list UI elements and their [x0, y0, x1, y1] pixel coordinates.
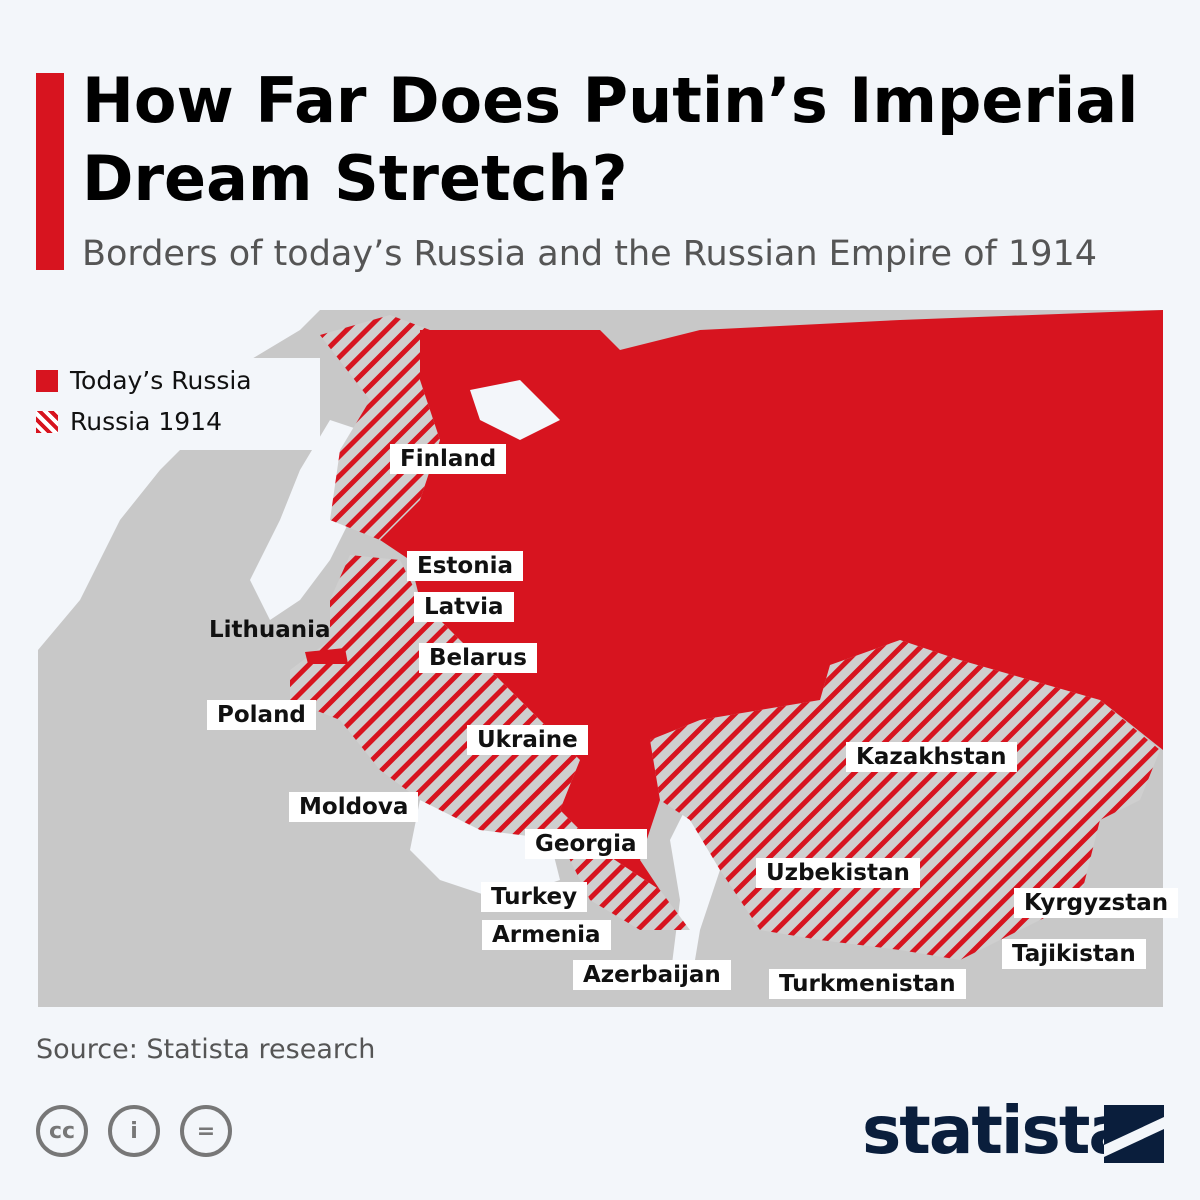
- subtitle: Borders of today’s Russia and the Russia…: [82, 234, 1098, 274]
- kaliningrad: [305, 648, 348, 664]
- label-moldova: Moldova: [289, 792, 419, 822]
- cc-icon[interactable]: cc: [36, 1105, 88, 1157]
- label-latvia: Latvia: [414, 592, 514, 622]
- label-finland: Finland: [390, 444, 507, 474]
- legend-item-today: Today’s Russia: [36, 366, 252, 395]
- white-sea: [470, 380, 560, 440]
- label-poland: Poland: [207, 700, 316, 730]
- legend-label: Russia 1914: [70, 407, 222, 436]
- baltic-sea: [250, 420, 360, 620]
- legend-item-1914: Russia 1914: [36, 407, 222, 436]
- title-accent-bar: [36, 73, 64, 270]
- label-turkmenistan: Turkmenistan: [769, 969, 966, 999]
- label-georgia: Georgia: [525, 829, 647, 859]
- solid-swatch-icon: [36, 369, 58, 392]
- page-title: How Far Does Putin’s Imperial Dream Stre…: [82, 64, 1139, 215]
- label-azerbaijan: Azerbaijan: [573, 960, 731, 990]
- statista-logo-icon: [1104, 1105, 1164, 1163]
- brand-text: statista: [862, 1092, 1133, 1169]
- legend: Today’s Russia Russia 1914: [32, 358, 320, 450]
- hatched-swatch-icon: [36, 410, 58, 433]
- label-uzbekistan: Uzbekistan: [756, 858, 920, 888]
- label-kyrgyzstan: Kyrgyzstan: [1014, 888, 1179, 918]
- no-derivatives-icon[interactable]: =: [180, 1105, 232, 1157]
- attribution-icon[interactable]: i: [108, 1105, 160, 1157]
- label-lithuania: Lithuania: [209, 617, 331, 643]
- legend-label: Today’s Russia: [70, 366, 252, 395]
- label-ukraine: Ukraine: [467, 725, 588, 755]
- source-note: Source: Statista research: [36, 1034, 376, 1065]
- label-tajikistan: Tajikistan: [1002, 939, 1146, 969]
- statista-logo[interactable]: statista: [862, 1092, 1133, 1169]
- label-kazakhstan: Kazakhstan: [846, 742, 1017, 772]
- label-armenia: Armenia: [482, 920, 611, 950]
- black-sea: [410, 800, 560, 900]
- label-estonia: Estonia: [407, 551, 523, 581]
- label-belarus: Belarus: [419, 643, 537, 673]
- hatched-finland: [320, 315, 440, 540]
- label-turkey: Turkey: [481, 882, 588, 912]
